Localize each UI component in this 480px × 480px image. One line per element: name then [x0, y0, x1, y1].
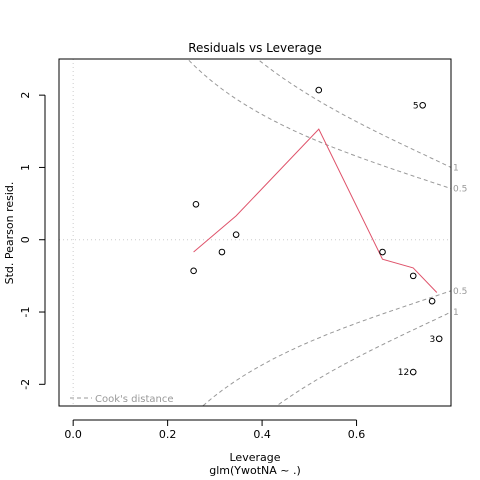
x-axis-label: Leverage	[230, 451, 281, 464]
cooks-contour-0.5-lower	[202, 290, 452, 407]
cooks-contour-label: 0.5	[453, 287, 467, 297]
data-point	[218, 248, 226, 256]
data-point	[379, 248, 386, 256]
data-point	[232, 231, 240, 238]
chart-title: Residuals vs Leverage	[188, 41, 322, 55]
data-points: 5 3 12	[190, 86, 443, 378]
cooks-contour-label: 0.5	[453, 185, 467, 195]
smooth-line-group	[193, 128, 438, 293]
x-tick-label: 0.4	[253, 428, 271, 441]
cooks-contour-1-lower	[278, 311, 452, 405]
y-tick-label: -1	[19, 307, 32, 318]
point-label: 3	[429, 335, 435, 345]
smooth-line	[193, 128, 438, 293]
data-point	[428, 297, 436, 305]
data-point	[419, 101, 426, 109]
legend-text: Cook's distance	[95, 394, 174, 405]
y-tick-label: 2	[19, 92, 32, 99]
cooks-contour-1-upper	[259, 60, 452, 168]
data-point	[315, 86, 323, 94]
plot-frame	[58, 58, 452, 407]
chart-subtitle: glm(YwotNA ~ .)	[209, 464, 301, 477]
y-tick-label: 0	[19, 236, 32, 243]
cooks-contour-label: 1	[453, 308, 459, 318]
x-tick-label: 0.0	[64, 428, 82, 441]
reference-lines	[59, 59, 451, 406]
point-label: 12	[398, 368, 409, 378]
cooks-distance-contours: 0.5 0.5 1 1	[188, 59, 467, 407]
data-point	[409, 272, 417, 280]
y-tick-label: 1	[19, 164, 32, 171]
x-tick-label: 0.6	[348, 428, 366, 441]
data-point	[190, 267, 197, 275]
cooks-contour-label: 1	[453, 163, 459, 173]
point-label: 5	[413, 101, 419, 111]
y-tick-label: -2	[19, 379, 32, 390]
data-point	[435, 335, 443, 343]
cooks-contour-0.5-upper	[188, 59, 452, 190]
data-point	[192, 201, 200, 208]
data-point	[409, 368, 417, 376]
x-tick-label: 0.2	[159, 428, 177, 441]
axes: 0.0 0.2 0.4 0.6 -2 -1 0 1 2	[19, 92, 365, 441]
y-axis-label: Std. Pearson resid.	[3, 182, 16, 285]
legend: Cook's distance	[70, 394, 174, 405]
